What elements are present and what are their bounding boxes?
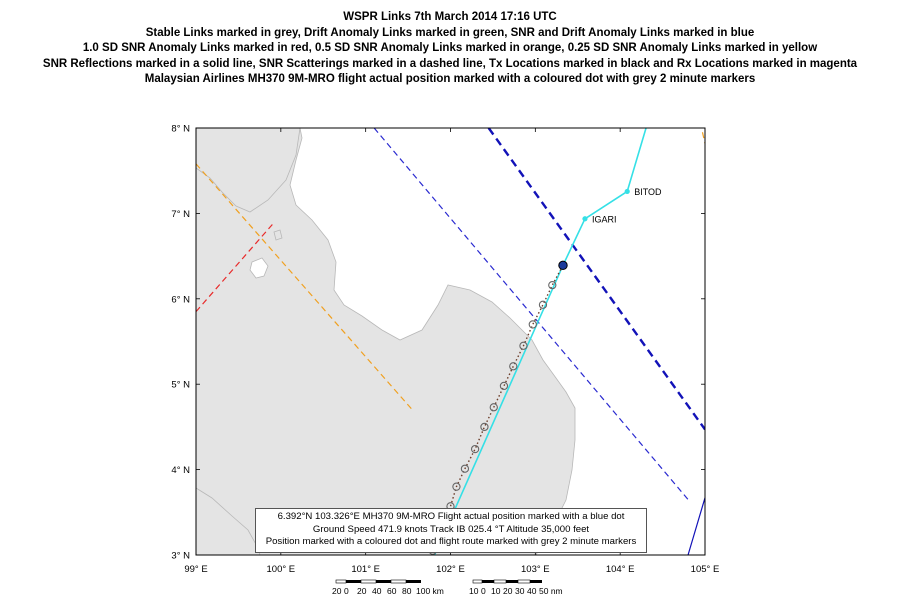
two-minute-marker bbox=[519, 341, 528, 350]
lat-tick-label: 3° N bbox=[171, 551, 190, 562]
scale-nm-label: 30 bbox=[515, 586, 525, 596]
two-minute-marker bbox=[499, 381, 509, 391]
lon-tick-label: 105° E bbox=[691, 564, 720, 575]
two-minute-marker bbox=[548, 280, 557, 290]
scale-bar-nm: 10 0 10 20 30 40 50 nm bbox=[466, 578, 576, 608]
ticks-layer bbox=[195, 127, 706, 556]
scale-bar-km: 20 0 20 40 60 80 100 km bbox=[330, 578, 444, 608]
flight-info-box: 6.392°N 103.326°E MH370 9M-MRO Flight ac… bbox=[255, 508, 647, 553]
lat-tick-label: 8° N bbox=[171, 124, 190, 135]
scale-km-label: 60 bbox=[387, 586, 397, 596]
waypoint-igari bbox=[582, 216, 588, 222]
lon-tick-label: 103° E bbox=[521, 564, 550, 575]
title-line-5: Malaysian Airlines MH370 9M-MRO flight a… bbox=[144, 73, 756, 85]
lon-tick-label: 101° E bbox=[351, 564, 380, 575]
scale-nm-label: 10 bbox=[469, 586, 479, 596]
scale-km-label: 0 bbox=[344, 586, 349, 596]
two-minute-marker bbox=[509, 362, 518, 371]
labels-layer: 99° E 100° E 101° E 102° E 103° E 104° E 105° … bbox=[171, 124, 719, 576]
two-minute-marker bbox=[538, 300, 548, 309]
waypoint-bitod bbox=[624, 188, 630, 195]
lon-tick-label: 100° E bbox=[267, 564, 296, 575]
map-title: WSPR Links 7th March 2014 17:16 UTC Stab… bbox=[0, 10, 900, 88]
aircraft-position-dot bbox=[558, 260, 568, 271]
scale-km-label: 80 bbox=[402, 586, 412, 596]
scale-km-label: 40 bbox=[372, 586, 382, 596]
lat-tick-label: 5° N bbox=[171, 380, 190, 391]
wspr-link-orange bbox=[196, 163, 413, 411]
two-minute-marker bbox=[460, 464, 470, 473]
info-line-2: Ground Speed 471.9 knots Track IB 025.4 … bbox=[312, 523, 590, 535]
island-1 bbox=[249, 257, 269, 279]
two-minute-marker bbox=[528, 320, 537, 329]
lat-tick-label: 7° N bbox=[171, 209, 190, 220]
scale-km-label: 20 bbox=[357, 586, 367, 596]
land-malay-peninsula bbox=[196, 128, 576, 555]
scale-nm-label: 50 nm bbox=[539, 586, 563, 596]
lon-tick-label: 99° E bbox=[184, 564, 207, 575]
title-line-3: 1.0 SD SNR Anomaly Links marked in red, … bbox=[82, 42, 818, 54]
route-layer bbox=[432, 128, 647, 555]
lat-tick-label: 4° N bbox=[171, 465, 190, 476]
title-line-4: SNR Reflections marked in a solid line, … bbox=[42, 57, 858, 70]
two-minute-marker bbox=[452, 482, 461, 491]
scale-bar-km-graphic bbox=[335, 579, 421, 584]
wspr-link-dark_blue bbox=[487, 128, 705, 431]
links-layer bbox=[196, 128, 705, 555]
waypoint-label-bitod: BITOD bbox=[634, 187, 662, 197]
scale-nm-label: 10 bbox=[491, 586, 501, 596]
scale-nm-label: 40 bbox=[527, 586, 537, 596]
island-2 bbox=[273, 229, 283, 241]
info-line-3: Position marked with a coloured dot and … bbox=[265, 536, 637, 548]
two-minute-marker bbox=[480, 422, 489, 432]
markers-layer bbox=[428, 260, 568, 555]
scale-nm-label: 0 bbox=[481, 586, 486, 596]
wspr-link-blue bbox=[373, 128, 689, 500]
scale-bar-nm-graphic bbox=[472, 579, 542, 584]
wspr-link-dark_blue bbox=[687, 497, 705, 555]
scale-km-label: 100 km bbox=[416, 586, 444, 596]
scale-km-label: 20 bbox=[332, 586, 342, 596]
two-minute-marker bbox=[470, 444, 480, 454]
info-line-1: 6.392°N 103.326°E MH370 9M-MRO Flight ac… bbox=[277, 511, 625, 522]
title-line-1: WSPR Links 7th March 2014 17:16 UTC bbox=[343, 11, 557, 23]
lon-tick-label: 102° E bbox=[436, 564, 465, 575]
wspr-link-orange bbox=[701, 132, 705, 144]
title-line-2: Stable Links marked in grey, Drift Anoma… bbox=[145, 26, 755, 39]
waypoint-label-igari: IGARI bbox=[592, 214, 617, 224]
two-minute-marker bbox=[489, 403, 498, 412]
lat-tick-label: 6° N bbox=[171, 294, 190, 305]
lon-tick-label: 104° E bbox=[606, 564, 635, 575]
land-sumatra bbox=[196, 487, 261, 555]
scale-nm-label: 20 bbox=[503, 586, 513, 596]
